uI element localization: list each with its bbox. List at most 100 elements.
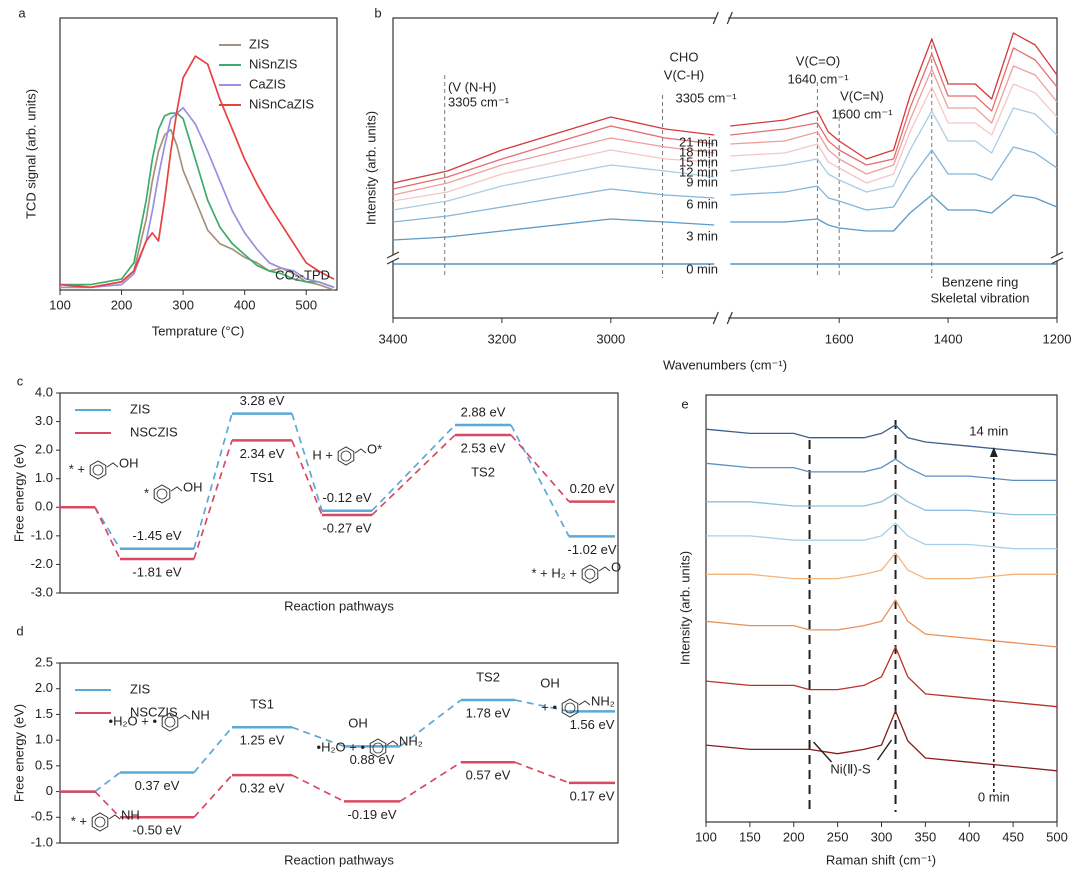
molecule-bond (106, 462, 119, 468)
connector (193, 440, 233, 560)
molecule-ring (369, 738, 387, 758)
legend-label: CaZIS (249, 76, 286, 91)
connector (510, 434, 570, 503)
axis-break-gap (1054, 255, 1060, 261)
data-line (60, 106, 335, 289)
value-label: 0.17 eV (570, 788, 615, 803)
x-axis-label: Raman shift (cm⁻¹) (826, 852, 936, 867)
x-tick-label: 500 (1046, 829, 1068, 844)
x-tick-label: 250 (827, 829, 849, 844)
y-tick-label: 3.0 (35, 413, 53, 428)
molecule-bond (108, 814, 121, 820)
species-group: O* (367, 441, 382, 456)
x-tick-label: 1200 (1043, 331, 1072, 346)
value-label: 0.32 eV (240, 781, 285, 796)
y-tick-label: 1.5 (35, 706, 53, 721)
y-axis-label: Free energy (eV) (11, 444, 26, 542)
connector (291, 440, 323, 516)
species-prefix: + • (541, 699, 557, 714)
arrow-head (989, 447, 998, 457)
molecule-ring (581, 564, 599, 584)
molecule-ring-inner (564, 702, 576, 714)
species-top: OH (540, 675, 560, 690)
legend-label: NiSnCaZIS (249, 96, 314, 111)
molecule-ring-inner (164, 716, 176, 728)
value-label: 0.37 eV (135, 778, 180, 793)
y-axis-label: Intensity (arb. units) (677, 551, 692, 665)
panel-label: d (16, 623, 23, 638)
x-axis-label: Reaction pathways (284, 598, 394, 613)
molecule-ring (561, 698, 579, 718)
connector (399, 761, 462, 803)
species-prefix: * + H₂ + (531, 565, 577, 580)
annotation-text: 3305 cm⁻¹ (675, 90, 737, 105)
value-label: -0.12 eV (322, 490, 371, 505)
molecule-ring-inner (92, 464, 104, 476)
value-label: -1.81 eV (132, 564, 181, 579)
value-label: 2.34 eV (240, 446, 285, 461)
x-tick-label: 500 (295, 297, 317, 312)
peak-label: Ni(Ⅱ)-S (830, 761, 871, 776)
annotation-text: 1600 cm⁻¹ (831, 106, 893, 121)
molecule-ring (89, 460, 107, 480)
time-label: 14 min (969, 423, 1008, 438)
step-label: TS2 (471, 464, 495, 479)
plot-frame (705, 394, 1058, 823)
species-group: OH (119, 455, 139, 470)
value-label: -0.19 eV (347, 807, 396, 822)
axis-break-mark (726, 311, 733, 325)
species-prefix: * (144, 485, 149, 500)
y-tick-label: 0 (46, 783, 53, 798)
connector (291, 774, 345, 803)
data-line (392, 47, 1058, 190)
connector (94, 506, 121, 550)
value-label: 2.53 eV (461, 440, 506, 455)
data-line (706, 492, 1057, 516)
time-label: 0 min (978, 789, 1010, 804)
data-line (705, 646, 1058, 708)
axis-break-gap (390, 255, 396, 261)
annotation-text: Skeletal vibration (931, 290, 1030, 305)
y-tick-label: 1.0 (35, 470, 53, 485)
molecule-ring-inner (340, 450, 352, 462)
connector (399, 699, 462, 747)
series-label: 15 min (679, 154, 718, 169)
y-tick-label: 2.5 (35, 654, 53, 669)
y-tick-label: -1.0 (31, 527, 53, 542)
y-tick-label: 2.0 (35, 442, 53, 457)
molecule-ring (91, 812, 109, 832)
connector (94, 771, 121, 793)
y-tick-label: -1.0 (31, 834, 53, 849)
value-label: -0.50 eV (132, 823, 181, 838)
y-tick-label: -3.0 (31, 584, 53, 599)
species-prefix: •H₂O + • (109, 713, 158, 728)
connector (193, 774, 233, 818)
legend-label: ZIS (130, 681, 151, 696)
axis-break-gap (716, 16, 729, 20)
x-tick-label: 100 (695, 829, 717, 844)
x-tick-label: 3400 (379, 331, 408, 346)
step-label: TS1 (250, 697, 274, 712)
connector (94, 506, 121, 560)
species-top: OH (348, 715, 368, 730)
value-label: 0.57 eV (466, 768, 511, 783)
molecule-ring-inner (584, 568, 596, 580)
panel-label: b (374, 5, 381, 20)
legend-label: NiSnZIS (249, 56, 298, 71)
value-label: 2.88 eV (461, 404, 506, 419)
annotation-text: Benzene ring (942, 274, 1019, 289)
molecule-bond (178, 714, 191, 720)
value-label: 1.78 eV (466, 705, 511, 720)
x-tick-label: 400 (958, 829, 980, 844)
series-label: 9 min (686, 174, 718, 189)
x-tick-label: 400 (234, 297, 256, 312)
data-line (392, 194, 1058, 241)
axis-break-mark (712, 11, 719, 25)
data-line (392, 107, 1058, 211)
species-group: OH (183, 479, 203, 494)
x-tick-label: 3000 (596, 331, 625, 346)
molecule-ring (153, 484, 171, 504)
value-label: 1.25 eV (240, 733, 285, 748)
x-tick-label: 300 (871, 829, 893, 844)
